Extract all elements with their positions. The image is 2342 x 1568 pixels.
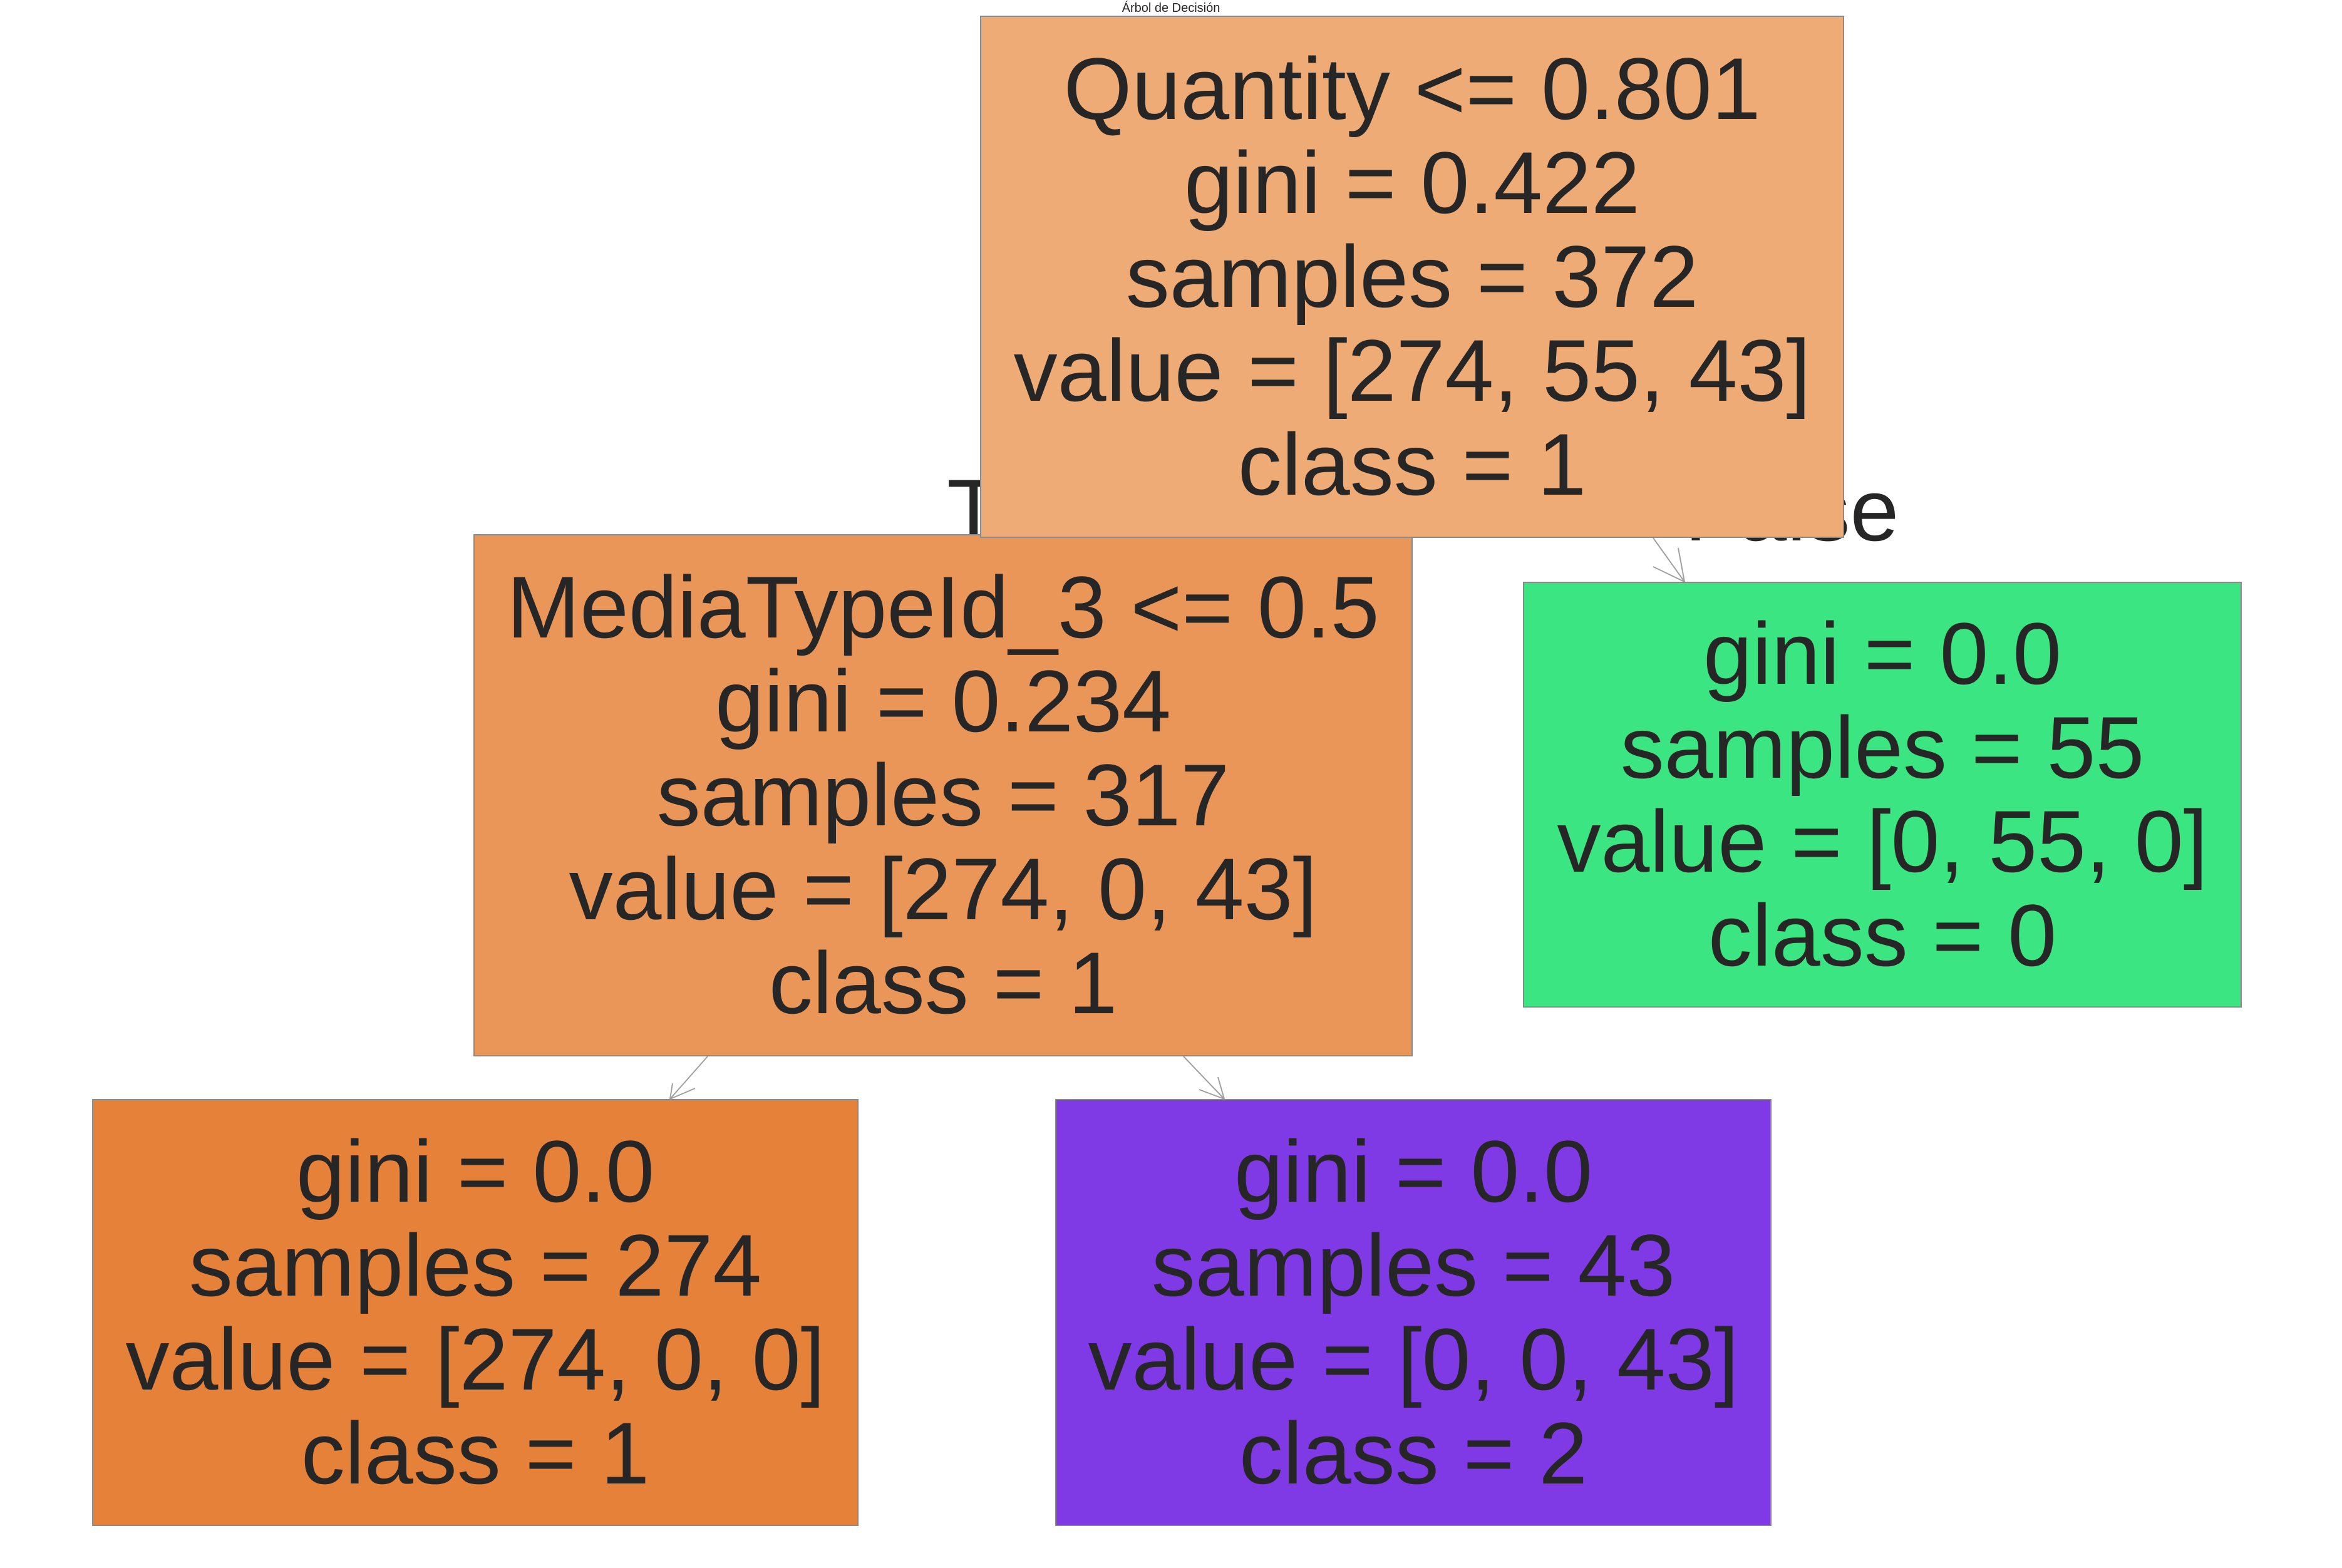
edge-left-lr xyxy=(1183,1056,1225,1100)
node-left-right-line: gini = 0.0 xyxy=(1234,1122,1593,1220)
node-left-right: gini = 0.0 samples = 43 value = [0, 0, 4… xyxy=(1055,1099,1772,1526)
node-right: gini = 0.0 samples = 55 value = [0, 55, … xyxy=(1523,582,2242,1008)
edge-arrow-right xyxy=(1653,547,1686,583)
node-left-line: value = [274, 0, 43] xyxy=(569,840,1318,938)
node-root-line: samples = 372 xyxy=(1125,227,1699,326)
node-left-line: MediaTypeId_3 <= 0.5 xyxy=(507,558,1380,656)
node-left-line: samples = 317 xyxy=(656,746,1230,844)
node-left: MediaTypeId_3 <= 0.5 gini = 0.234 sample… xyxy=(473,534,1413,1056)
edge-left-ll xyxy=(669,1056,708,1100)
node-right-line: value = [0, 55, 0] xyxy=(1557,792,2208,890)
node-right-line: gini = 0.0 xyxy=(1703,604,2062,703)
node-left-left-line: samples = 274 xyxy=(188,1216,762,1314)
node-root-line: Quantity <= 0.801 xyxy=(1063,39,1761,138)
node-left-left-line: value = [274, 0, 0] xyxy=(125,1310,825,1408)
node-root-line: gini = 0.422 xyxy=(1184,133,1640,232)
diagram-title: Árbol de Decisión xyxy=(1122,1,1220,15)
node-left-left-line: class = 1 xyxy=(301,1404,650,1502)
node-root-line: class = 1 xyxy=(1237,415,1587,513)
node-left-line: class = 1 xyxy=(768,934,1118,1032)
node-left-left: gini = 0.0 samples = 274 value = [274, 0… xyxy=(92,1099,859,1526)
node-left-right-line: class = 2 xyxy=(1239,1404,1588,1502)
node-left-left-line: gini = 0.0 xyxy=(296,1122,655,1220)
node-left-line: gini = 0.234 xyxy=(715,652,1171,750)
edge-root-right xyxy=(1653,537,1685,582)
node-root: Quantity <= 0.801 gini = 0.422 samples =… xyxy=(980,16,1844,538)
node-root-line: value = [274, 55, 43] xyxy=(1013,321,1811,420)
node-right-line: class = 0 xyxy=(1708,886,2057,984)
node-right-line: samples = 55 xyxy=(1620,698,2145,797)
node-left-right-line: samples = 43 xyxy=(1151,1216,1676,1314)
node-left-right-line: value = [0, 0, 43] xyxy=(1088,1310,1739,1408)
